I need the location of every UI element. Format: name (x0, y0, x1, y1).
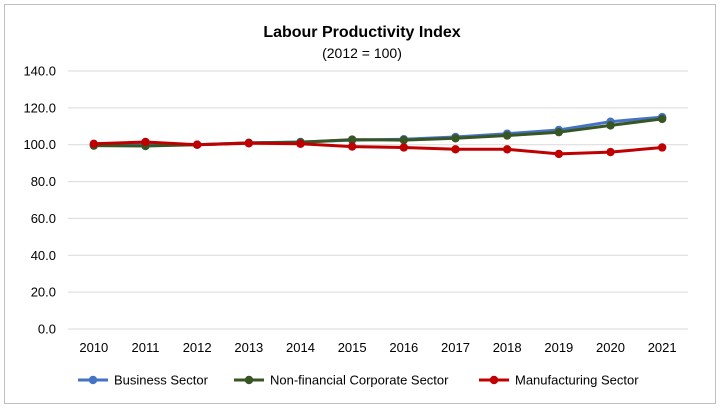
legend-label: Manufacturing Sector (515, 373, 639, 388)
legend-marker (489, 375, 499, 385)
series-line (93, 117, 663, 148)
data-point (399, 143, 409, 152)
legend-marker (88, 375, 98, 385)
data-point (347, 135, 357, 144)
x-tick-label: 2019 (544, 340, 573, 355)
x-tick-label: 2010 (79, 340, 108, 355)
y-tick-label: 100.0 (23, 137, 56, 152)
data-point (502, 131, 512, 140)
legend-label: Business Sector (114, 373, 209, 388)
y-tick-label: 20.0 (31, 285, 56, 300)
legend-label: Non-financial Corporate Sector (270, 373, 449, 388)
data-point (451, 145, 460, 154)
x-tick-label: 2021 (648, 340, 677, 355)
legend-item: Non-financial Corporate Sector (234, 373, 449, 388)
data-point (657, 143, 667, 152)
x-tick-label: 2011 (132, 340, 160, 355)
x-tick-label: 2012 (183, 340, 212, 355)
x-tick-label: 2016 (389, 340, 418, 355)
data-point (296, 139, 305, 148)
data-point (347, 142, 357, 151)
x-tick-label: 2018 (493, 340, 522, 355)
x-tick-label: 2013 (234, 340, 263, 355)
data-point (554, 149, 564, 159)
data-point (451, 134, 460, 143)
chart-title: Labour Productivity Index (263, 24, 460, 41)
data-point (606, 121, 615, 130)
data-point (399, 135, 409, 145)
y-tick-label: 120.0 (23, 100, 56, 115)
x-tick-label: 2014 (286, 340, 315, 355)
y-tick-label: 0.0 (38, 322, 56, 337)
data-point (192, 140, 202, 149)
series-line (93, 140, 663, 156)
x-tick-label: 2020 (596, 340, 625, 355)
legend-item: Manufacturing Sector (479, 373, 639, 388)
data-point (606, 147, 615, 157)
legend: Business Sector Non-financial Corporate S… (78, 373, 639, 388)
x-tick-label: 2017 (441, 340, 470, 355)
series-group (89, 112, 667, 159)
y-tick-label: 140.0 (23, 64, 56, 79)
chart-subtitle: (2012 = 100) (322, 45, 402, 61)
y-tick-label: 80.0 (31, 174, 56, 189)
series-3 (89, 137, 667, 159)
data-point (502, 145, 512, 154)
legend-marker (244, 375, 254, 385)
legend-item: Business Sector (78, 373, 209, 388)
y-tick-label: 40.0 (31, 248, 56, 263)
data-point (141, 137, 150, 147)
data-point (89, 139, 99, 148)
data-point (657, 114, 667, 124)
data-point (554, 127, 564, 137)
y-tick-label: 60.0 (31, 211, 56, 226)
gridlines (68, 70, 688, 330)
y-axis: 0.0 20.0 40.0 60.0 80.0 100.0 120.0 140.0 (23, 64, 56, 337)
x-axis: 2010 2011 2012 2013 2014 2015 2016 2017 2018 2019… (79, 340, 676, 355)
data-point (244, 139, 254, 148)
x-tick-label: 2015 (338, 340, 367, 355)
